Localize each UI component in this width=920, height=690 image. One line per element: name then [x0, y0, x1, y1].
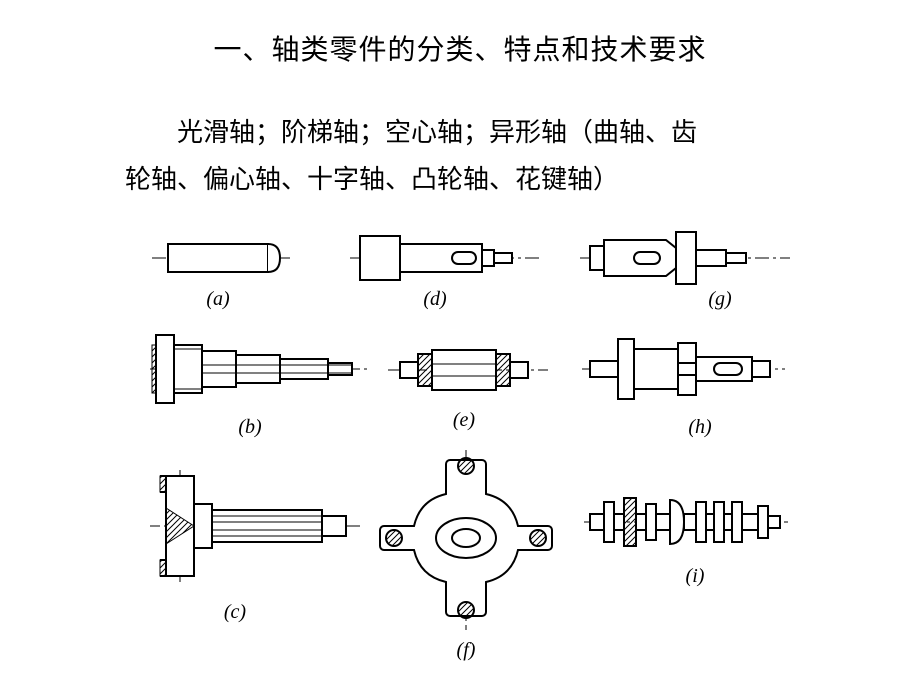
para-line-2: 轮轴、偏心轴、十字轴、凸轮轴、花键轴）: [125, 165, 619, 194]
label-c: (c): [224, 601, 247, 623]
subfig-b: (b): [150, 335, 368, 438]
label-d: (d): [423, 288, 447, 310]
subfig-c: (c): [150, 470, 360, 623]
para-line-1: 光滑轴；阶梯轴；空心轴；异形轴（曲轴、齿: [177, 118, 697, 147]
subfig-i: (i): [584, 498, 788, 587]
shaft-types-figure: (a) (d): [150, 230, 790, 670]
label-h: (h): [688, 416, 712, 438]
body-paragraph: 光滑轴；阶梯轴；空心轴；异形轴（曲轴、齿 轮轴、偏心轴、十字轴、凸轮轴、花键轴）: [125, 110, 825, 204]
subfig-d: (d): [350, 236, 540, 310]
label-b: (b): [238, 416, 262, 438]
label-f: (f): [457, 639, 476, 661]
label-a: (a): [206, 288, 230, 310]
label-i: (i): [686, 565, 705, 587]
subfig-a: (a): [152, 244, 290, 310]
section-title: 一、轴类零件的分类、特点和技术要求: [0, 28, 920, 68]
label-e: (e): [453, 409, 476, 431]
subfig-g: (g): [580, 232, 790, 310]
subfig-e: (e): [388, 350, 548, 431]
subfig-f: (f): [380, 450, 552, 661]
label-g: (g): [708, 288, 732, 310]
subfig-h: (h): [582, 339, 785, 438]
